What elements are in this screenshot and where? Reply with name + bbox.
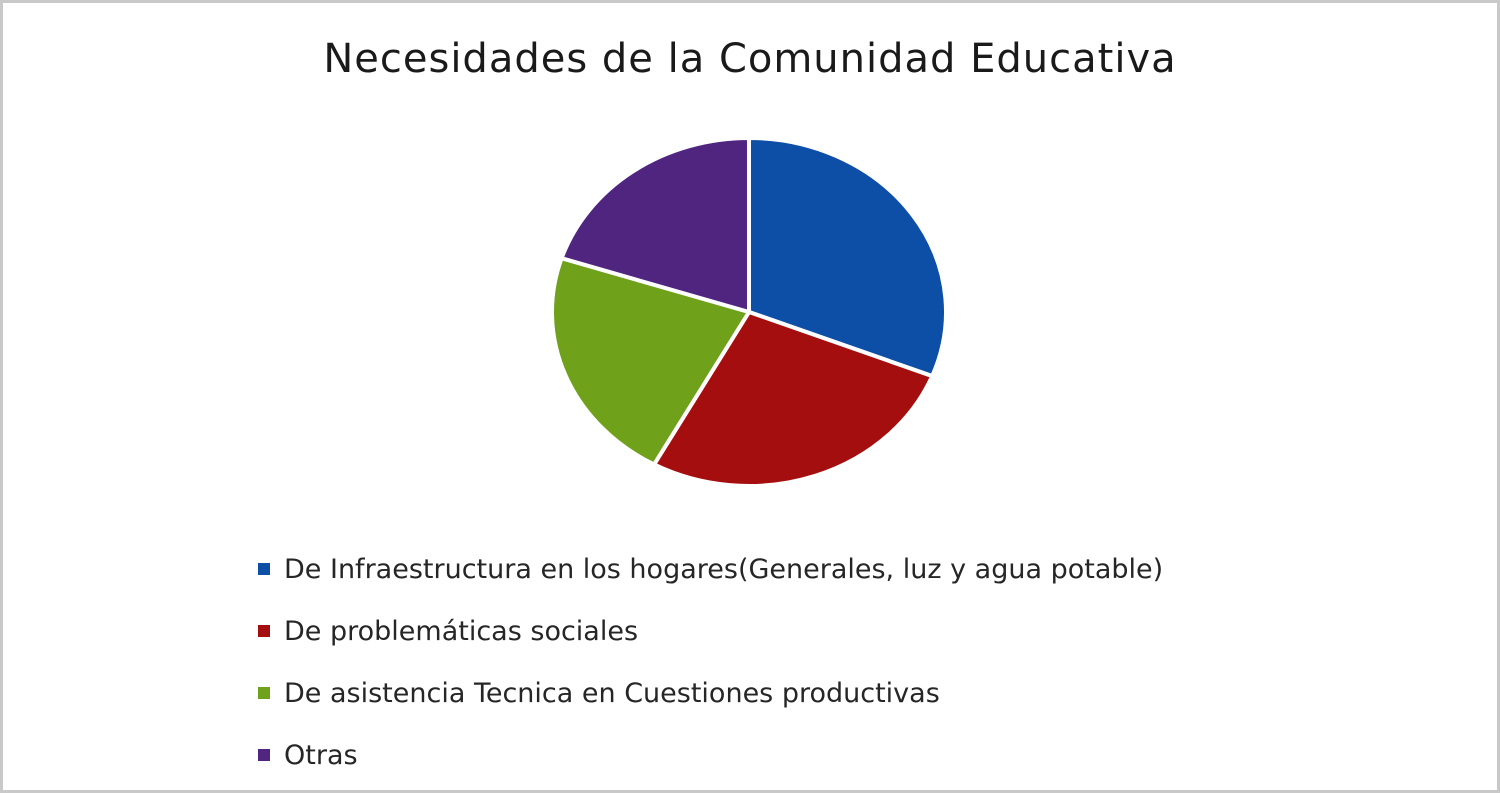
- legend: De Infraestructura en los hogares(Genera…: [258, 538, 1163, 786]
- legend-label-infraestructura: De Infraestructura en los hogares(Genera…: [284, 553, 1164, 585]
- legend-swatch-problematicas-sociales: [258, 625, 270, 637]
- legend-item-infraestructura: De Infraestructura en los hogares(Genera…: [258, 538, 1163, 600]
- legend-item-asistencia-tecnica: De asistencia Tecnica en Cuestiones prod…: [258, 662, 1163, 724]
- legend-label-asistencia-tecnica: De asistencia Tecnica en Cuestiones prod…: [284, 677, 940, 709]
- legend-swatch-infraestructura: [258, 563, 270, 575]
- legend-label-otras: Otras: [284, 739, 358, 771]
- legend-item-problematicas-sociales: De problemáticas sociales: [258, 600, 1163, 662]
- pie-slice-otras: [559, 136, 751, 314]
- pie-slice-infraestructura: [747, 136, 948, 379]
- legend-swatch-asistencia-tecnica: [258, 687, 270, 699]
- pie-slice-asistencia-tecnica: [550, 256, 751, 467]
- legend-item-otras: Otras: [258, 724, 1163, 786]
- legend-label-problematicas-sociales: De problemáticas sociales: [284, 615, 639, 647]
- chart-title: Necesidades de la Comunidad Educativa: [323, 36, 1177, 82]
- legend-swatch-otras: [258, 749, 270, 761]
